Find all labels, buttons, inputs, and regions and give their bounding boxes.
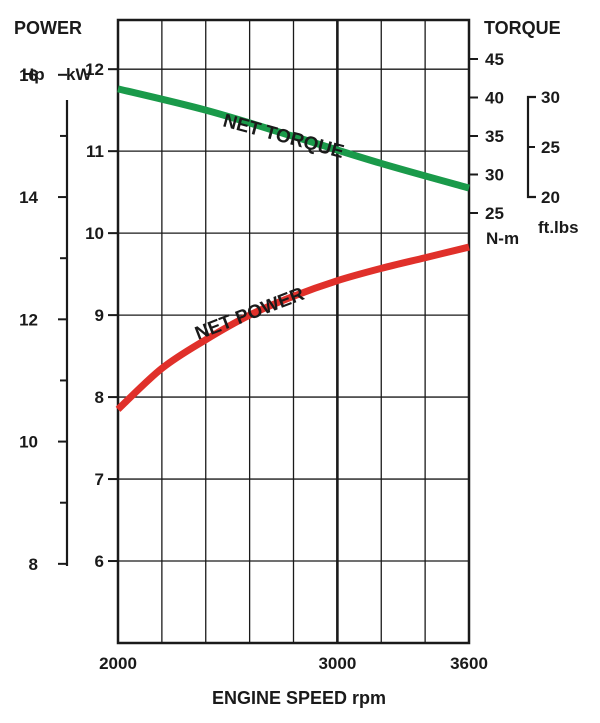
hp-tick-label: 8	[29, 555, 38, 574]
series-label-net-torque: NET TORQUE	[221, 111, 346, 163]
nm-unit-label: N-m	[486, 229, 519, 248]
kw-tick-label: 12	[85, 60, 104, 79]
hp-axis: 16 14 12 10 8	[19, 66, 67, 574]
nm-tick-label: 25	[485, 204, 504, 223]
grid-lines	[118, 20, 469, 643]
hp-unit-label: Hp	[22, 65, 45, 84]
net-torque-line	[117, 85, 470, 192]
ftlb-axis: 30 25 20	[528, 88, 560, 207]
series-group	[115, 85, 470, 412]
nm-tick-label: 40	[485, 89, 504, 108]
kw-tick-label: 7	[95, 470, 104, 489]
kw-tick-label: 8	[95, 388, 104, 407]
hp-tick-label: 12	[19, 310, 38, 329]
plot-frame	[116, 18, 471, 645]
nm-tick-label: 45	[485, 50, 504, 69]
ftlb-unit-label: ft.lbs	[538, 218, 579, 237]
x-tick-label: 3000	[318, 654, 356, 673]
kw-unit-label: kW	[66, 65, 92, 84]
kw-tick-label: 11	[86, 142, 104, 161]
hp-tick-label: 16	[19, 66, 38, 85]
power-title: POWER	[14, 18, 82, 38]
hp-tick-label: 14	[19, 188, 38, 207]
x-tick-label: 3600	[450, 654, 488, 673]
nm-axis: 45 40 35 30 25	[469, 50, 504, 223]
kw-tick-label: 6	[95, 552, 104, 571]
kw-tick-label: 10	[85, 224, 104, 243]
ftlb-tick-label: 20	[541, 188, 560, 207]
kw-tick-label: 9	[95, 306, 104, 325]
ftlb-tick-label: 30	[541, 88, 560, 107]
ftlb-tick-label: 25	[541, 138, 560, 157]
torque-title: TORQUE	[484, 18, 561, 38]
hp-tick-label: 10	[19, 433, 38, 452]
net-power-line	[115, 243, 470, 412]
x-axis-title: ENGINE SPEED rpm	[212, 688, 386, 708]
kw-axis: 12 11 10 9 8 7 6	[85, 60, 118, 571]
x-axis: 2000 3000 3600	[99, 654, 488, 673]
nm-tick-label: 35	[485, 127, 504, 146]
x-tick-label: 2000	[99, 654, 137, 673]
nm-tick-label: 30	[485, 166, 504, 185]
